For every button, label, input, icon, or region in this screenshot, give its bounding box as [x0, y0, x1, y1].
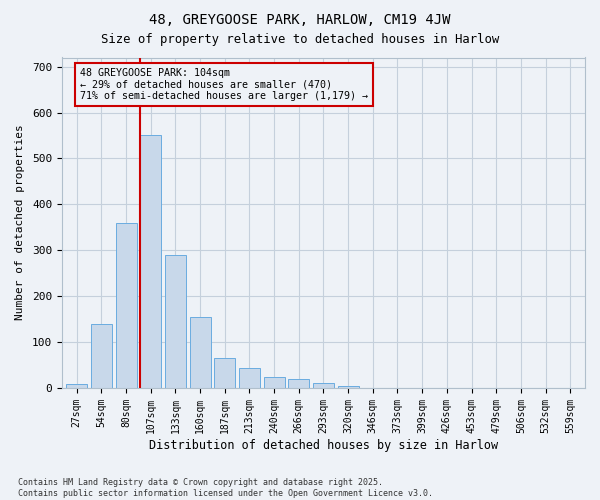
Bar	[190, 316, 211, 388]
Bar	[239, 368, 260, 388]
X-axis label: Distribution of detached houses by size in Harlow: Distribution of detached houses by size …	[149, 440, 498, 452]
Bar	[288, 380, 309, 388]
Bar	[313, 383, 334, 388]
Bar	[338, 386, 359, 388]
Bar	[91, 324, 112, 388]
Text: 48, GREYGOOSE PARK, HARLOW, CM19 4JW: 48, GREYGOOSE PARK, HARLOW, CM19 4JW	[149, 12, 451, 26]
Y-axis label: Number of detached properties: Number of detached properties	[15, 124, 25, 320]
Bar	[140, 136, 161, 388]
Bar	[66, 384, 87, 388]
Text: 48 GREYGOOSE PARK: 104sqm
← 29% of detached houses are smaller (470)
71% of semi: 48 GREYGOOSE PARK: 104sqm ← 29% of detac…	[80, 68, 368, 101]
Bar	[116, 222, 137, 388]
Text: Contains HM Land Registry data © Crown copyright and database right 2025.
Contai: Contains HM Land Registry data © Crown c…	[18, 478, 433, 498]
Bar	[263, 378, 284, 388]
Bar	[214, 358, 235, 388]
Bar	[165, 254, 186, 388]
Text: Size of property relative to detached houses in Harlow: Size of property relative to detached ho…	[101, 32, 499, 46]
